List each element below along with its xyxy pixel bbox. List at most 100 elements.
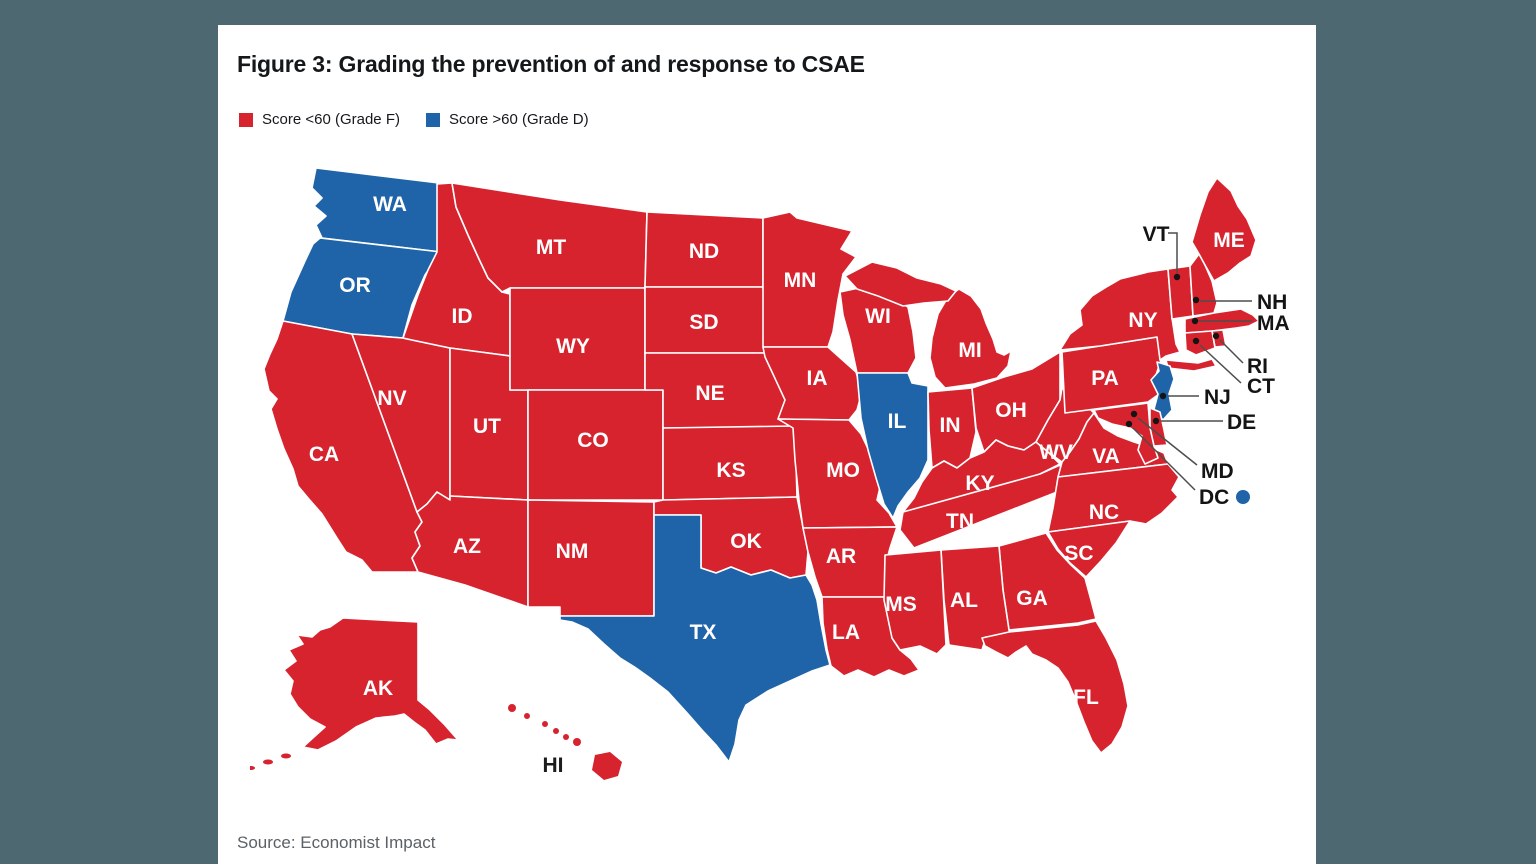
hawaii-island bbox=[573, 738, 581, 746]
callout-dot-dc bbox=[1125, 420, 1133, 428]
callout-label-de: DE bbox=[1227, 411, 1256, 434]
state-mi-upper bbox=[844, 261, 957, 307]
legend-swatch-blue bbox=[425, 112, 440, 127]
state-label-id: ID bbox=[452, 305, 473, 328]
state-il bbox=[856, 372, 929, 519]
state-label-ny: NY bbox=[1128, 309, 1157, 332]
callout-dot-nh bbox=[1192, 296, 1200, 304]
callout-line-ct bbox=[1199, 344, 1242, 384]
state-label-mt: MT bbox=[536, 236, 566, 259]
callout-dot-ri bbox=[1212, 332, 1220, 340]
callouts: VT NH MA RI CT NJ DE MD DC bbox=[1125, 223, 1290, 509]
state-label-sd: SD bbox=[689, 311, 718, 334]
hawaii-island bbox=[542, 721, 548, 727]
state-label-pa: PA bbox=[1091, 367, 1119, 390]
callout-dot-nj bbox=[1159, 392, 1167, 400]
aleutian-island bbox=[250, 766, 255, 770]
state-label-co: CO bbox=[577, 429, 609, 452]
state-label-nm: NM bbox=[556, 540, 589, 563]
state-label-hi: HI bbox=[543, 754, 564, 777]
state-label-ut: UT bbox=[473, 415, 501, 438]
callout-label-nj: NJ bbox=[1204, 386, 1231, 409]
legend-item-grade-d: Score >60 (Grade D) bbox=[425, 111, 589, 128]
callout-label-md: MD bbox=[1201, 460, 1234, 483]
state-label-me: ME bbox=[1213, 229, 1245, 252]
state-label-va: VA bbox=[1092, 445, 1120, 468]
state-label-sc: SC bbox=[1064, 542, 1093, 565]
state-nc bbox=[1047, 463, 1180, 533]
legend-swatch-red bbox=[239, 112, 253, 127]
state-va bbox=[1057, 412, 1169, 478]
legend: Score <60 (Grade F) Score >60 (Grade D) bbox=[239, 111, 589, 128]
state-label-mn: MN bbox=[784, 269, 817, 292]
state-label-wi: WI bbox=[865, 305, 891, 328]
dc-grade-dot bbox=[1236, 490, 1250, 504]
callout-dot-de bbox=[1152, 417, 1160, 425]
state-labels: WA OR CA NV ID UT AZ MT WY CO NM TX OK K… bbox=[309, 193, 1245, 777]
state-label-ia: IA bbox=[807, 367, 828, 390]
state-fl bbox=[981, 620, 1129, 754]
source-note: Source: Economist Impact bbox=[237, 833, 436, 852]
hawaii-big-island bbox=[592, 752, 622, 780]
callout-label-nh: NH bbox=[1257, 291, 1287, 314]
callout-label-ri: RI bbox=[1247, 355, 1268, 378]
callout-label-dc: DC bbox=[1199, 486, 1229, 509]
legend-label-grade-f: Score <60 (Grade F) bbox=[262, 111, 400, 128]
state-label-tx: TX bbox=[690, 621, 717, 644]
state-label-ar: AR bbox=[826, 545, 856, 568]
state-label-nc: NC bbox=[1089, 501, 1119, 524]
callout-dot-ct bbox=[1192, 337, 1200, 345]
callout-dot-vt bbox=[1173, 273, 1181, 281]
legend-item-grade-f: Score <60 (Grade F) bbox=[239, 111, 400, 128]
state-label-ms: MS bbox=[885, 593, 917, 616]
state-nj bbox=[1150, 361, 1175, 421]
state-label-il: IL bbox=[888, 410, 907, 433]
aleutian-island bbox=[263, 759, 273, 765]
state-mt bbox=[451, 182, 648, 293]
state-label-nd: ND bbox=[689, 240, 719, 263]
state-ms bbox=[883, 549, 947, 655]
state-md bbox=[1093, 402, 1159, 465]
aleutian-island bbox=[281, 753, 291, 759]
state-label-ok: OK bbox=[730, 530, 762, 553]
hawaii-island bbox=[524, 713, 530, 719]
state-label-tn: TN bbox=[946, 510, 974, 533]
state-vt bbox=[1167, 265, 1194, 320]
state-label-al: AL bbox=[950, 589, 978, 612]
state-label-wa: WA bbox=[373, 193, 407, 216]
state-label-la: LA bbox=[832, 621, 860, 644]
state-label-mi: MI bbox=[958, 339, 981, 362]
state-label-wv: WV bbox=[1039, 441, 1073, 464]
callout-dot-ma bbox=[1191, 317, 1199, 325]
us-choropleth-map: WA OR CA NV ID UT AZ MT WY CO NM TX OK K… bbox=[250, 167, 1290, 780]
state-me bbox=[1191, 177, 1257, 282]
state-mi-lower bbox=[929, 288, 1012, 389]
hawaii-island bbox=[563, 734, 569, 740]
state-label-ks: KS bbox=[716, 459, 745, 482]
state-label-wy: WY bbox=[556, 335, 590, 358]
state-label-fl: FL bbox=[1073, 686, 1099, 709]
callout-label-ct: CT bbox=[1247, 375, 1275, 398]
state-label-ak: AK bbox=[363, 677, 393, 700]
callout-label-vt: VT bbox=[1143, 223, 1170, 246]
state-shapes bbox=[250, 167, 1260, 780]
callout-line-vt bbox=[1168, 232, 1178, 273]
hawaii-island bbox=[553, 728, 559, 734]
callout-line-dc bbox=[1132, 427, 1196, 491]
state-label-or: OR bbox=[339, 274, 371, 297]
state-label-in: IN bbox=[940, 414, 961, 437]
legend-label-grade-d: Score >60 (Grade D) bbox=[448, 111, 589, 128]
state-nm bbox=[527, 499, 655, 617]
state-label-mo: MO bbox=[826, 459, 860, 482]
state-sc bbox=[1047, 520, 1131, 578]
callout-line-ri bbox=[1219, 339, 1244, 364]
state-ct bbox=[1184, 330, 1216, 356]
callout-line-md bbox=[1137, 417, 1198, 466]
state-label-az: AZ bbox=[453, 535, 481, 558]
figure-title: Figure 3: Grading the prevention of and … bbox=[237, 51, 865, 77]
state-ak bbox=[283, 617, 459, 751]
state-label-ne: NE bbox=[695, 382, 724, 405]
state-az bbox=[411, 491, 529, 608]
state-label-ga: GA bbox=[1016, 587, 1048, 610]
callout-label-ma: MA bbox=[1257, 312, 1290, 335]
